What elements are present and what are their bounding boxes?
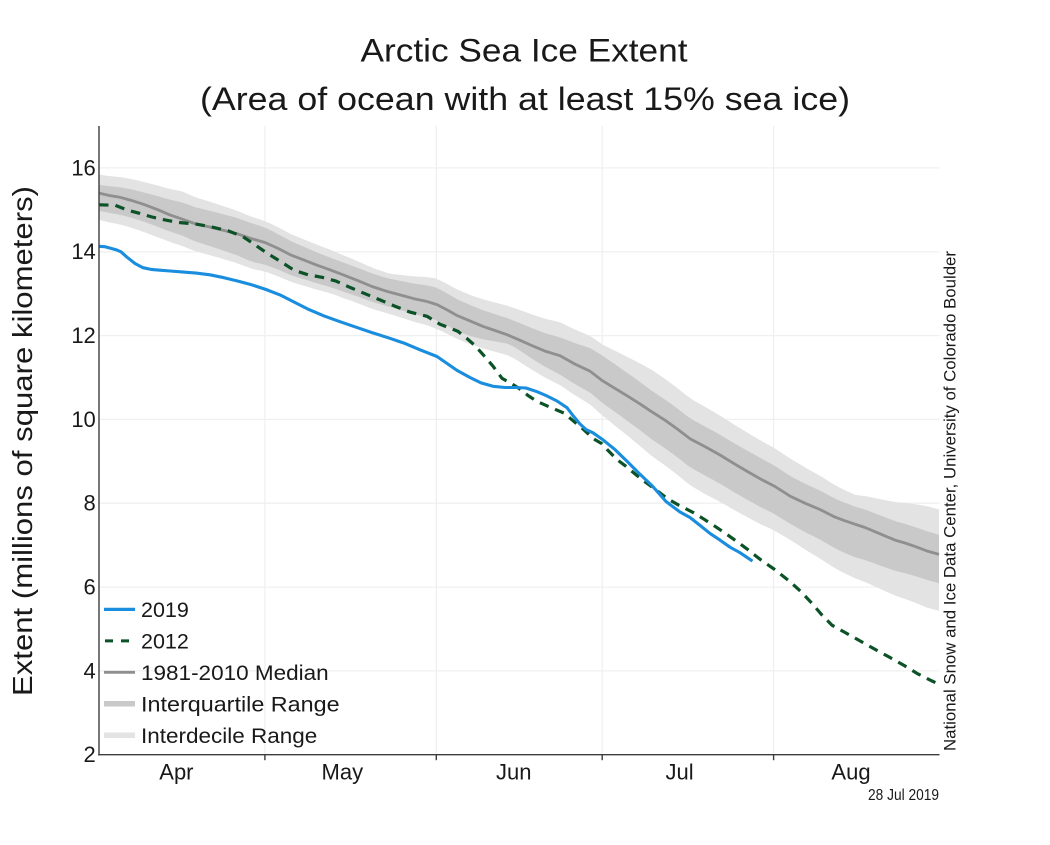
svg-text:16: 16 — [71, 155, 95, 180]
svg-text:Jul: Jul — [666, 760, 694, 785]
svg-text:2019: 2019 — [141, 598, 189, 622]
svg-text:Interdecile Range: Interdecile Range — [141, 724, 317, 748]
svg-text:12: 12 — [71, 323, 95, 348]
svg-text:4: 4 — [84, 658, 96, 683]
svg-text:14: 14 — [71, 239, 95, 264]
svg-text:Apr: Apr — [159, 760, 193, 785]
svg-text:National Snow and Ice Data Cen: National Snow and Ice Data Center, Unive… — [942, 250, 960, 751]
svg-text:May: May — [322, 760, 364, 785]
svg-text:1981-2010 Median: 1981-2010 Median — [141, 661, 329, 685]
svg-text:2012: 2012 — [141, 630, 189, 654]
svg-text:Interquartile Range: Interquartile Range — [141, 693, 340, 717]
svg-text:10: 10 — [71, 407, 95, 432]
svg-text:(Area of ocean with at least 1: (Area of ocean with at least 15% sea ice… — [200, 81, 850, 117]
svg-text:Extent (millions of square kil: Extent (millions of square kilometers) — [7, 186, 38, 696]
svg-text:Jun: Jun — [496, 760, 531, 785]
svg-text:2: 2 — [84, 742, 96, 767]
svg-text:Aug: Aug — [831, 760, 870, 785]
svg-text:28 Jul 2019: 28 Jul 2019 — [868, 787, 939, 804]
svg-text:8: 8 — [84, 491, 96, 516]
svg-text:Arctic Sea Ice Extent: Arctic Sea Ice Extent — [361, 33, 688, 69]
svg-text:6: 6 — [84, 575, 96, 600]
